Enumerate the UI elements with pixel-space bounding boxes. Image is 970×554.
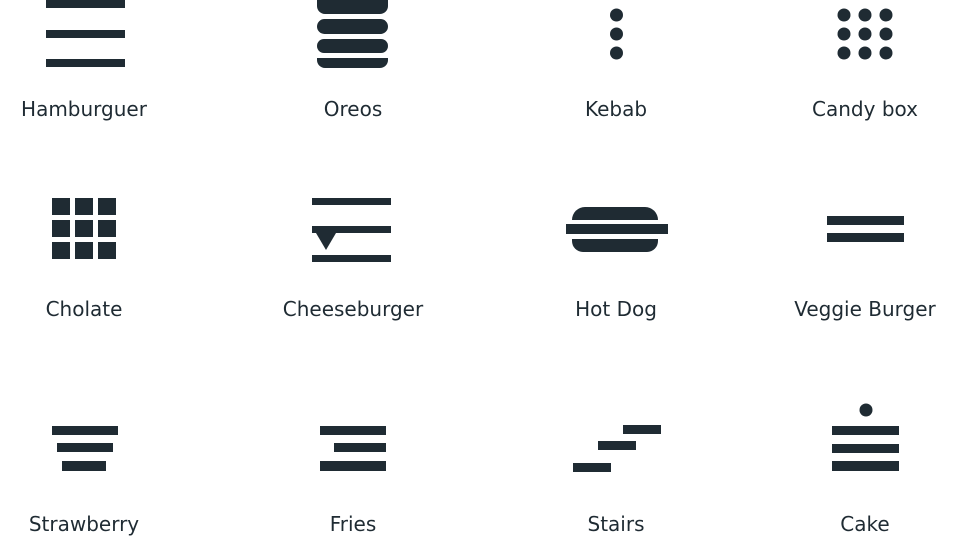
hamburger-icon: [46, 0, 125, 67]
veggie-burger-icon: [827, 216, 904, 242]
cake-icon: [832, 403, 899, 471]
label-cake: Cake: [840, 512, 890, 536]
label-strawberry: Strawberry: [28, 512, 140, 536]
label-stairs: Stairs: [587, 512, 645, 536]
candy-box-icon: [837, 8, 893, 60]
label-kebab: Kebab: [584, 97, 648, 121]
stairs-icon: [573, 425, 661, 472]
label-veggie-burger: Veggie Burger: [794, 297, 936, 321]
oreos-icon: [317, 0, 388, 68]
kebab-icon: [610, 8, 623, 60]
label-hamburguer: Hamburguer: [21, 97, 147, 121]
label-fries: Fries: [329, 512, 377, 536]
strawberry-icon: [52, 426, 118, 471]
label-oreos: Oreos: [323, 97, 383, 121]
label-cheeseburger: Cheeseburger: [282, 297, 424, 321]
chocolate-icon: [52, 198, 116, 259]
hot-dog-icon: [566, 207, 668, 252]
label-candy-box: Candy box: [812, 97, 918, 121]
fries-icon: [320, 426, 386, 471]
cheeseburger-icon: [312, 198, 391, 262]
label-hot-dog: Hot Dog: [575, 297, 657, 321]
label-cholate: Cholate: [45, 297, 123, 321]
